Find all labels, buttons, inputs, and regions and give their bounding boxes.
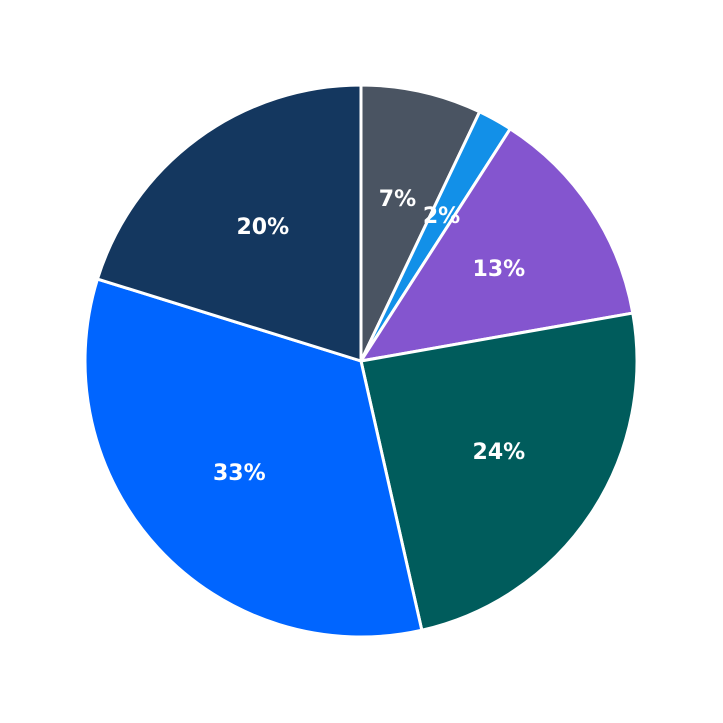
slice-label-2: 13%	[473, 257, 526, 282]
labels-layer: 7% 2% 13% 24% 33% 20%	[213, 187, 525, 486]
slice-label-0: 7%	[379, 187, 416, 212]
slice-label-4: 33%	[213, 461, 266, 486]
slice-label-3: 24%	[473, 440, 526, 465]
pie-slice-2	[359, 127, 635, 363]
pie-slice-3	[359, 311, 639, 632]
slice-label-5: 20%	[236, 215, 289, 240]
pie-slice-4	[83, 277, 424, 639]
pie-slice-0	[359, 83, 482, 363]
slice-label-1: 2%	[423, 204, 460, 229]
pie-slice-5	[95, 83, 363, 363]
slices-layer	[83, 83, 639, 639]
